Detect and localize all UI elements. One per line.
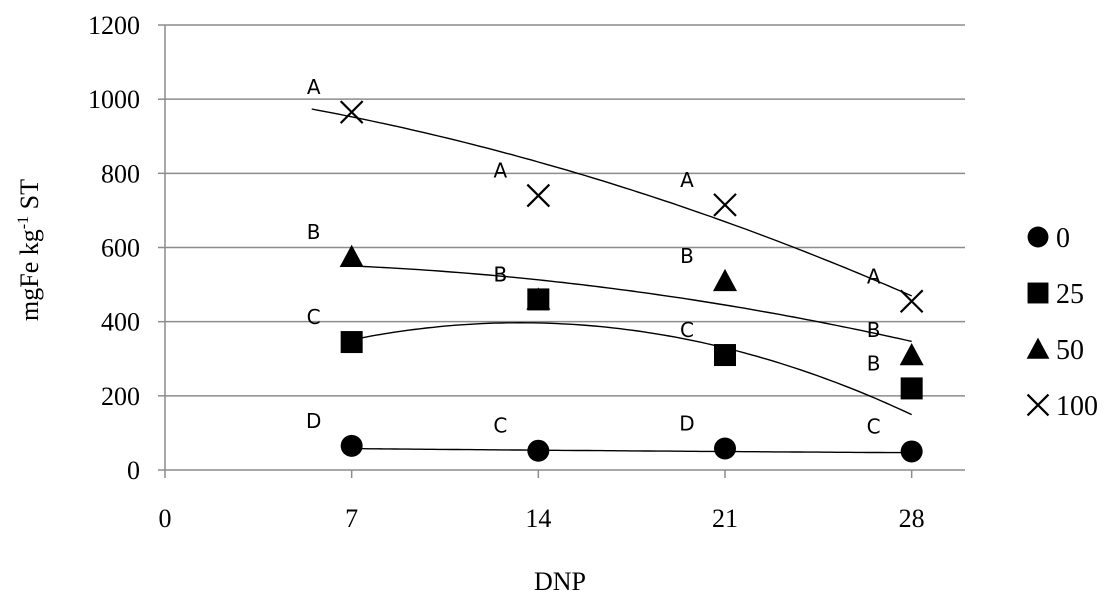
significance-label: B: [867, 351, 881, 375]
data-point-circle: [714, 437, 736, 460]
trendline-series-100: [311, 108, 912, 297]
y-tick-label: 200: [101, 382, 140, 411]
significance-label: B: [493, 262, 507, 286]
x-tick-label: 28: [899, 504, 925, 533]
legend-label: 0: [1056, 223, 1070, 254]
significance-label: A: [867, 264, 881, 288]
legend-marker-square: [1027, 282, 1049, 304]
data-point-triangle: [713, 268, 737, 292]
trendlines: [311, 108, 912, 454]
data-point-cross-stroke: [899, 289, 924, 314]
significance-label: C: [867, 414, 881, 438]
y-tick-label: 1000: [88, 85, 140, 114]
data-point-cross-stroke: [339, 100, 364, 124]
significance-label: A: [680, 168, 694, 192]
data-point-circle: [527, 439, 550, 462]
data-point-cross-stroke: [526, 183, 551, 208]
axes: 0 200 400 600 800 1000 1200 0 7 14 21 28: [88, 11, 965, 533]
x-tick-label: 14: [525, 504, 551, 533]
x-tick-label: 0: [159, 504, 172, 533]
trendline-series-0: [351, 447, 912, 454]
y-axis-title: mgFe kg-1 ST: [15, 179, 44, 321]
y-axis-title-tail: ST: [15, 179, 44, 216]
legend: 0 25 50 100: [1026, 223, 1098, 422]
x-tick-label: 7: [345, 504, 358, 533]
data-point-triangle: [339, 244, 364, 267]
data-point-cross: [526, 183, 551, 208]
legend-marker-triangle: [1026, 337, 1050, 359]
significance-label: B: [680, 244, 694, 268]
legend-marker-cross-stroke: [1026, 393, 1050, 417]
data-point-square: [900, 377, 923, 400]
y-tick-label: 600: [101, 234, 140, 263]
significance-label: C: [307, 305, 321, 329]
trendline-series-25: [351, 321, 912, 416]
significance-label: B: [307, 220, 321, 244]
x-axis-title: DNP: [534, 567, 586, 596]
data-point-cross-stroke: [713, 193, 737, 217]
y-tick-label: 400: [101, 308, 140, 337]
y-tick-label: 0: [127, 456, 140, 485]
significance-label: B: [493, 262, 507, 286]
data-point-circle: [900, 440, 923, 463]
legend-label: 50: [1056, 335, 1084, 366]
legend-label: 100: [1056, 391, 1098, 422]
legend-marker-circle: [1027, 226, 1049, 248]
data-point-cross: [899, 289, 924, 314]
significance-label: A: [307, 75, 321, 99]
data-points: [339, 100, 924, 463]
y-tick-label: 1200: [88, 11, 140, 40]
legend-label: 25: [1056, 279, 1084, 310]
data-point-triangle: [899, 343, 924, 366]
x-tick-label: 21: [712, 504, 738, 533]
significance-label: B: [867, 318, 881, 342]
significance-label: C: [493, 414, 507, 438]
data-point-square: [340, 331, 363, 354]
significance-label: A: [493, 159, 507, 183]
significance-label: D: [679, 411, 694, 435]
y-axis-title-main: mgFe kg: [15, 229, 44, 321]
y-axis-title-sup: -1: [15, 216, 32, 229]
data-point-square: [714, 344, 736, 367]
data-point-circle: [340, 434, 363, 457]
data-point-triangle: [526, 287, 551, 310]
gridlines: [165, 24, 965, 397]
y-tick-label: 800: [101, 159, 140, 188]
significance-label: C: [680, 318, 694, 342]
legend-marker-cross: [1026, 393, 1050, 417]
data-point-cross: [713, 193, 737, 217]
trendline-series-50: [351, 265, 912, 343]
data-point-cross: [339, 100, 364, 124]
significance-label: D: [306, 409, 321, 433]
